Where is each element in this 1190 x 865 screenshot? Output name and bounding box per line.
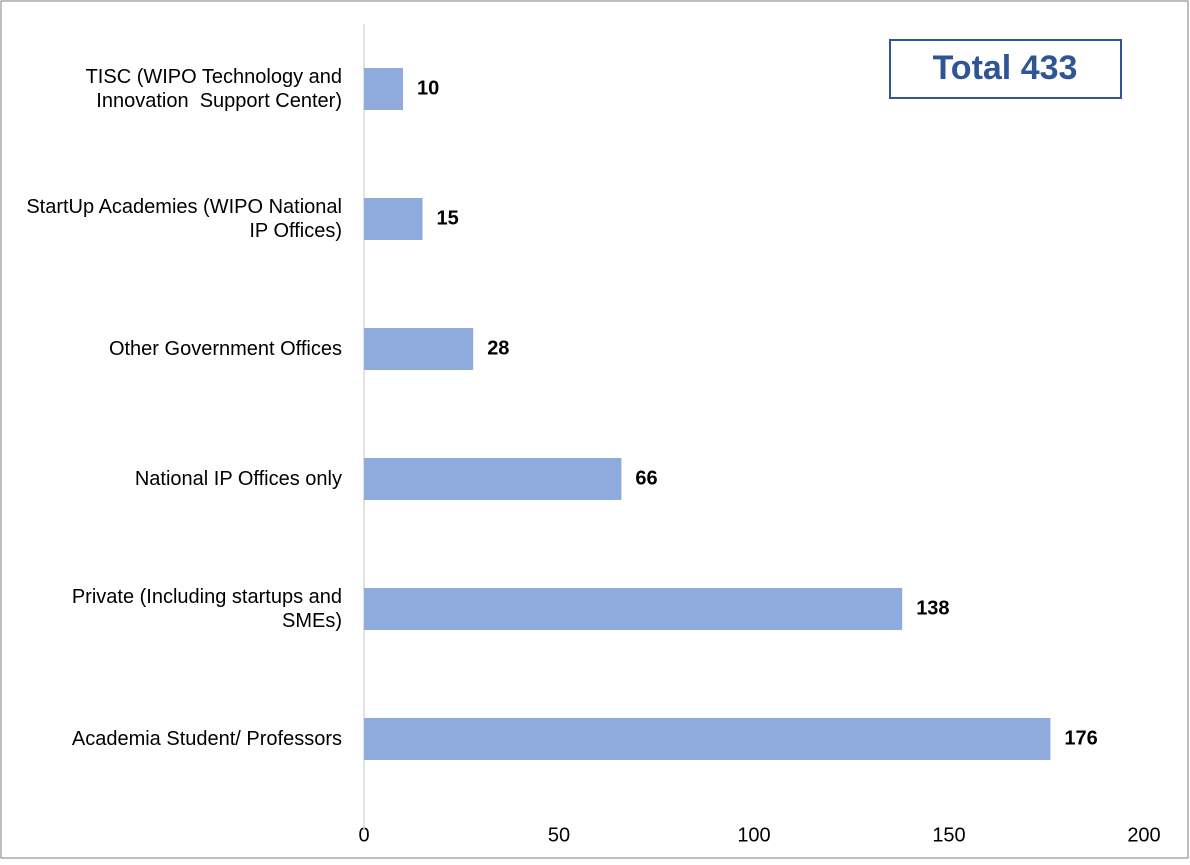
bar (364, 198, 423, 240)
data-label: 66 (635, 467, 657, 489)
y-tick-label-box: National IP Offices only (134, 468, 342, 490)
bar (364, 458, 622, 500)
data-label: 15 (437, 207, 459, 229)
y-tick-label: TISC (WIPO Technology and Innovation Sup… (85, 66, 342, 112)
x-tick-label: 0 (358, 824, 369, 846)
x-tick-label: 50 (548, 824, 570, 846)
y-tick-label: Other Government Offices (108, 338, 342, 360)
bar (364, 718, 1051, 760)
data-label: 176 (1064, 727, 1097, 749)
bar (364, 68, 403, 110)
y-tick-label: Academia Student/ Professors (71, 728, 342, 750)
y-tick-label-box: StartUp Academies (WIPO National IP Offi… (26, 196, 342, 242)
y-tick-label-box: Academia Student/ Professors (71, 728, 342, 750)
y-tick-label-box: Private (Including startups and SMEs) (71, 586, 342, 632)
x-tick-label: 150 (932, 824, 965, 846)
x-tick-label: 200 (1127, 824, 1160, 846)
y-tick-label-box: TISC (WIPO Technology and Innovation Sup… (85, 66, 342, 112)
y-tick-label: Private (Including startups and SMEs) (71, 586, 342, 632)
x-tick-label: 100 (737, 824, 770, 846)
bar (364, 588, 903, 630)
y-tick-label: National IP Offices only (134, 468, 342, 490)
annotation: Total 433 (933, 49, 1078, 87)
data-label: 28 (487, 337, 509, 359)
bar (364, 328, 474, 370)
data-label: 138 (916, 597, 949, 619)
data-label: 10 (417, 77, 439, 99)
y-tick-label: StartUp Academies (WIPO National IP Offi… (26, 196, 342, 242)
y-tick-label-box: Other Government Offices (108, 338, 342, 360)
annotation-box (889, 39, 1122, 99)
